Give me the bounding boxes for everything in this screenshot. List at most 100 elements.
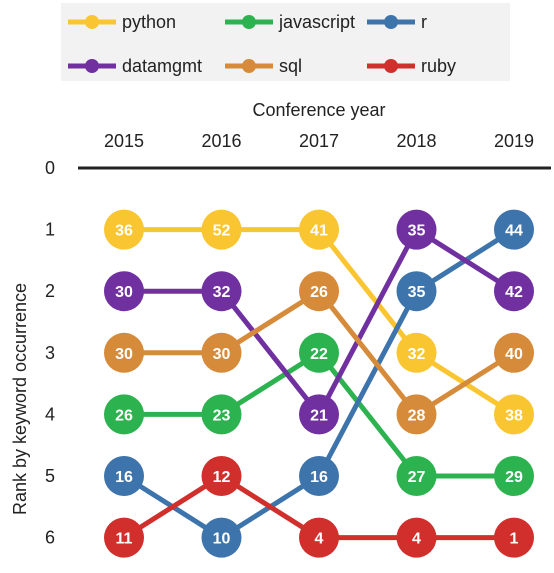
- legend-label: sql: [279, 56, 302, 76]
- y-tick-label: 1: [45, 220, 55, 240]
- data-point-datamgmt: 30: [104, 271, 144, 312]
- data-marker: [299, 517, 339, 558]
- y-tick-label: 0: [45, 158, 55, 178]
- data-point-datamgmt: 42: [494, 271, 534, 312]
- legend-swatch-marker: [242, 15, 256, 29]
- data-label: 38: [505, 407, 523, 424]
- data-marker: [201, 332, 242, 373]
- data-marker: [396, 271, 437, 312]
- x-tick-label: 2016: [201, 131, 241, 151]
- data-label: 4: [315, 531, 324, 548]
- data-label: 35: [408, 223, 426, 240]
- data-point-ruby: 11: [104, 517, 144, 558]
- data-marker: [494, 394, 534, 435]
- data-label: 10: [213, 531, 231, 548]
- data-marker: [104, 332, 144, 373]
- y-axis-title: Rank by keyword occurrence: [10, 283, 30, 515]
- data-point-sql: 30: [104, 332, 144, 373]
- data-point-r: 44: [494, 209, 534, 250]
- data-point-ruby: 4: [396, 517, 437, 558]
- x-tick-label: 2017: [299, 131, 339, 151]
- data-point-sql: 26: [299, 271, 339, 312]
- series-line-datamgmt: [124, 227, 516, 417]
- data-marker: [396, 394, 437, 435]
- data-point-python: 38: [494, 394, 534, 435]
- data-marker: [104, 209, 144, 250]
- legend-item-ruby: ruby: [367, 56, 456, 76]
- data-point-datamgmt: 21: [299, 394, 339, 435]
- data-point-sql: 40: [494, 332, 534, 373]
- legend: python javascript r datamgmt sql ruby: [68, 12, 456, 76]
- data-label: 40: [505, 346, 523, 363]
- legend-swatch-marker: [242, 59, 256, 73]
- data-point-sql: 28: [396, 394, 437, 435]
- data-marker: [201, 209, 242, 250]
- data-label: 30: [115, 284, 133, 301]
- data-point-ruby: 4: [299, 517, 339, 558]
- data-point-ruby: 12: [201, 456, 242, 496]
- data-label: 28: [408, 407, 426, 424]
- series-line-python: [124, 227, 516, 417]
- data-point-ruby: 1: [494, 517, 534, 558]
- x-tick-label: 2018: [396, 131, 436, 151]
- data-label: 30: [213, 346, 231, 363]
- data-marker: [299, 394, 339, 435]
- data-label: 32: [213, 284, 231, 301]
- data-marker: [299, 271, 339, 312]
- data-marker: [494, 271, 534, 312]
- data-label: 36: [115, 223, 133, 240]
- data-point-python: 32: [396, 332, 437, 373]
- data-marker: [299, 332, 339, 373]
- data-label: 26: [115, 407, 133, 424]
- legend-item-datamgmt: datamgmt: [68, 56, 202, 76]
- data-point-r: 10: [201, 517, 242, 558]
- data-label: 22: [310, 346, 328, 363]
- data-marker: [299, 456, 339, 496]
- legend-swatch-marker: [384, 15, 398, 29]
- data-label: 11: [116, 531, 133, 548]
- data-point-python: 36: [104, 209, 144, 250]
- data-marker: [396, 517, 437, 558]
- data-label: 29: [505, 469, 523, 486]
- data-label: 26: [310, 284, 328, 301]
- data-point-javascript: 23: [201, 394, 242, 435]
- data-point-python: 52: [201, 209, 242, 250]
- y-tick-label: 6: [45, 528, 55, 548]
- data-label: 21: [310, 407, 328, 424]
- data-label: 32: [408, 346, 426, 363]
- data-marker: [201, 517, 242, 558]
- data-label: 23: [213, 407, 231, 424]
- data-label: 41: [310, 223, 328, 240]
- data-marker: [104, 271, 144, 312]
- legend-label: python: [122, 12, 176, 32]
- data-point-datamgmt: 32: [201, 271, 242, 312]
- data-marker: [201, 271, 242, 312]
- data-label: 52: [213, 223, 231, 240]
- data-point-python: 41: [299, 209, 339, 250]
- data-marker: [396, 332, 437, 373]
- data-point-javascript: 29: [494, 456, 534, 496]
- data-label: 44: [505, 223, 523, 240]
- data-point-sql: 30: [201, 332, 242, 373]
- data-marker: [396, 456, 437, 496]
- y-tick-label: 4: [45, 404, 55, 424]
- legend-swatch-marker: [85, 15, 99, 29]
- data-point-r: 16: [299, 456, 339, 496]
- data-marker: [201, 394, 242, 435]
- data-label: 30: [115, 346, 133, 363]
- legend-background: [61, 3, 510, 81]
- legend-item-python: python: [68, 12, 176, 32]
- data-point-javascript: 22: [299, 332, 339, 373]
- data-label: 27: [408, 469, 426, 486]
- data-point-r: 16: [104, 456, 144, 496]
- data-label: 16: [115, 469, 133, 486]
- data-point-datamgmt: 35: [396, 209, 437, 250]
- legend-label: ruby: [421, 56, 456, 76]
- y-tick-label: 5: [45, 466, 55, 486]
- y-tick-label: 2: [45, 281, 55, 301]
- data-marker: [104, 456, 144, 496]
- legend-item-sql: sql: [225, 56, 302, 76]
- data-label: 1: [510, 531, 519, 548]
- legend-label: javascript: [278, 12, 355, 32]
